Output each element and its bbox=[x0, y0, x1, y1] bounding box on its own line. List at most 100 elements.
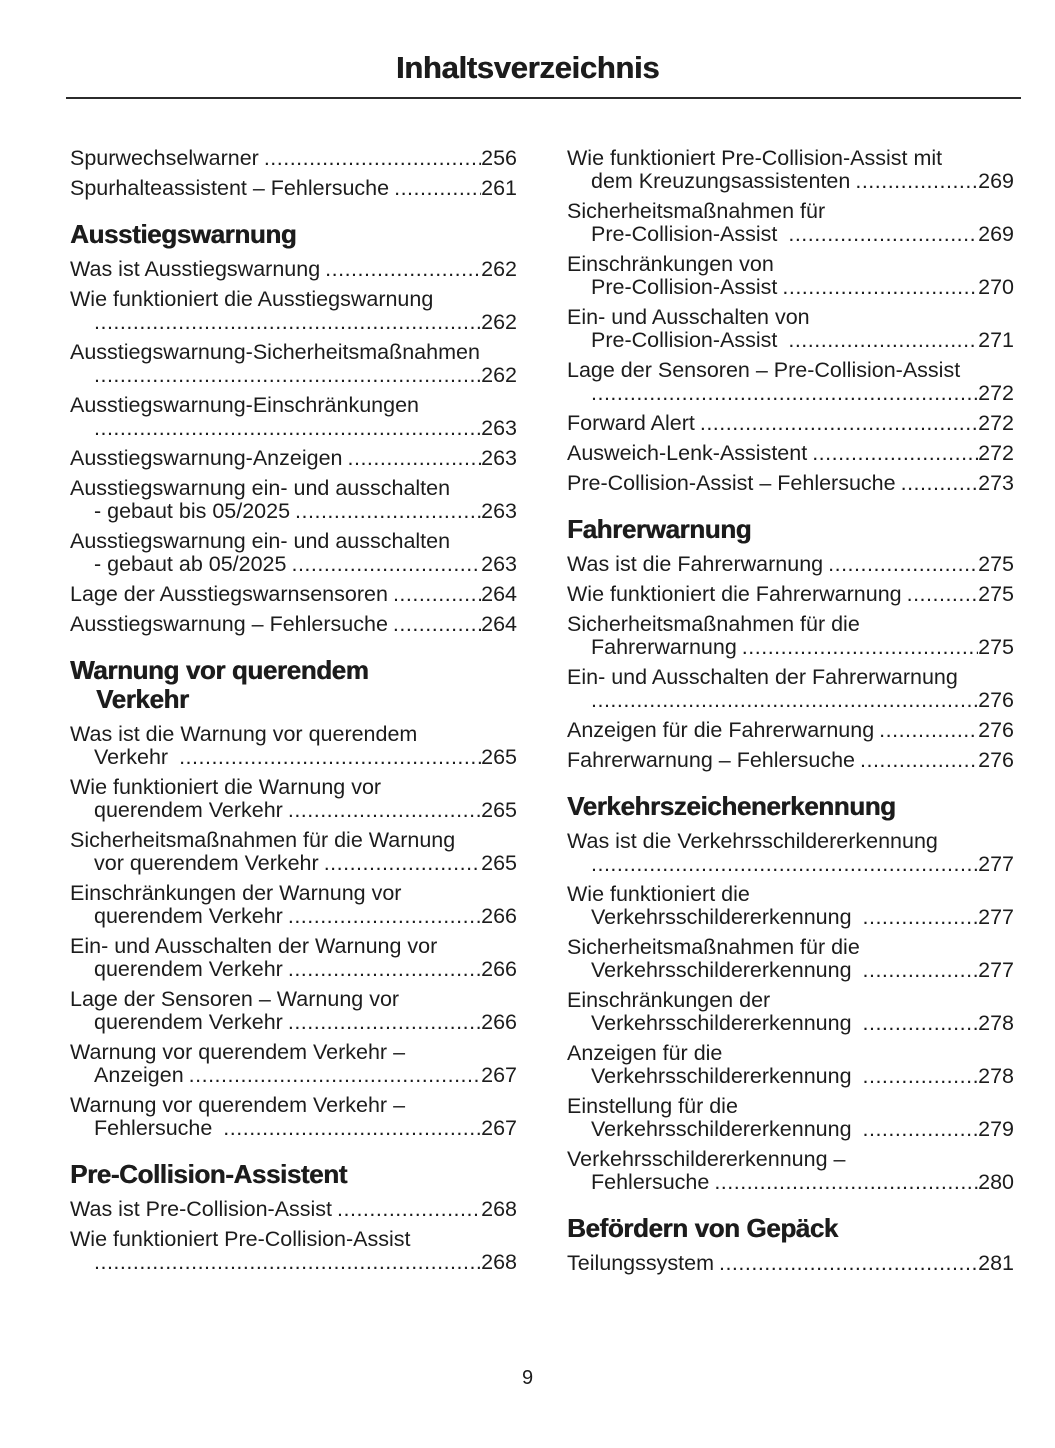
entry-title: Anzeigen bbox=[94, 1063, 184, 1087]
dot-leader: ........................................… bbox=[862, 959, 979, 982]
toc-entry: Warnung vor querendem Verkehr – Anzeigen.… bbox=[70, 1041, 517, 1087]
section-heading: Ausstiegswarnung bbox=[70, 220, 517, 249]
entry-leader-line: - gebaut bis 05/2025....................… bbox=[70, 500, 517, 523]
entry-page-number: 266 bbox=[481, 1010, 517, 1034]
toc-entry: Wie funktioniert Pre-Collision-Assist mi… bbox=[567, 147, 1014, 193]
dot-leader: ........................................… bbox=[591, 689, 979, 712]
entry-page-number: 276 bbox=[978, 748, 1014, 772]
entry-page-number: 263 bbox=[481, 446, 517, 470]
entry-title-line: Lage der Sensoren – Pre-Collision-Assist bbox=[567, 358, 961, 382]
entry-leader-line: Forward Alert...........................… bbox=[567, 412, 1014, 435]
entry-title: Verkehrsschildererkennung bbox=[591, 958, 858, 982]
entry-leader-line: Pre-Collision-Assist ...................… bbox=[567, 223, 1014, 246]
entry-title-line: Wie funktioniert Pre-Collision-Assist bbox=[70, 1227, 411, 1251]
dot-leader: ........................................… bbox=[862, 906, 979, 929]
dot-leader: ........................................… bbox=[94, 311, 482, 334]
entry-leader-line: Lage der Ausstiegswarnsensoren..........… bbox=[70, 583, 517, 606]
toc-entry: Ausstiegswarnung – Fehlersuche..........… bbox=[70, 613, 517, 636]
entry-title: Was ist Ausstiegswarnung bbox=[70, 257, 321, 281]
dot-leader: ........................................… bbox=[855, 170, 979, 193]
entry-title-line: Was ist die Warnung vor querendem bbox=[70, 722, 418, 746]
entry-title-line: Ausstiegswarnung-Sicherheitsmaßnahmen bbox=[70, 340, 480, 364]
toc-entry: Einschränkungen der Verkehrsschildererken… bbox=[567, 989, 1014, 1035]
entry-page-number: 268 bbox=[481, 1250, 517, 1274]
toc-entry: Forward Alert...........................… bbox=[567, 412, 1014, 435]
entry-page-number: 276 bbox=[978, 718, 1014, 742]
entry-leader-line: ........................................… bbox=[70, 311, 517, 334]
section-heading: Fahrerwarnung bbox=[567, 515, 1014, 544]
entry-title: Forward Alert bbox=[567, 411, 695, 435]
entry-leader-line: Fahrerwarnung...........................… bbox=[567, 636, 1014, 659]
entry-title-line: Verkehrsschildererkennung – bbox=[567, 1147, 846, 1171]
toc-entry: Sicherheitsmaßnahmen für die Warnung vor … bbox=[70, 829, 517, 875]
entry-title: Verkehrsschildererkennung bbox=[591, 905, 858, 929]
entry-leader-line: Ausstiegswarnung-Anzeigen...............… bbox=[70, 447, 517, 470]
entry-page-number: 267 bbox=[481, 1116, 517, 1140]
entry-leader-line: Teilungssystem..........................… bbox=[567, 1252, 1014, 1275]
entry-title: Anzeigen für die Fahrerwarnung bbox=[567, 718, 875, 742]
entry-title-line: Einschränkungen der Warnung vor bbox=[70, 881, 402, 905]
entry-page-number: 269 bbox=[978, 169, 1014, 193]
entry-page-number: 271 bbox=[978, 328, 1014, 352]
entry-leader-line: Verkehrsschildererkennung ..............… bbox=[567, 1065, 1014, 1088]
entry-title: Lage der Ausstiegswarnsensoren bbox=[70, 582, 388, 606]
entry-title: vor querendem Verkehr bbox=[94, 851, 319, 875]
toc-entry: Einstellung für die Verkehrsschildererken… bbox=[567, 1095, 1014, 1141]
toc-entry: Sicherheitsmaßnahmen für Pre-Collision-As… bbox=[567, 200, 1014, 246]
entry-page-number: 272 bbox=[978, 411, 1014, 435]
entry-leader-line: vor querendem Verkehr...................… bbox=[70, 852, 517, 875]
dot-leader: ........................................… bbox=[291, 553, 481, 576]
entry-page-number: 264 bbox=[481, 582, 517, 606]
section-heading-line: Ausstiegswarnung bbox=[70, 219, 297, 249]
entry-title: Teilungssystem bbox=[567, 1251, 714, 1275]
toc-entry: Ausstiegswarnung-Anzeigen...............… bbox=[70, 447, 517, 470]
dot-leader: ........................................… bbox=[900, 472, 979, 495]
section-heading-line: Warnung vor querendem bbox=[70, 655, 369, 685]
toc-entry: Spurhalteassistent – Fehlersuche........… bbox=[70, 177, 517, 200]
entry-page-number: 263 bbox=[481, 416, 517, 440]
entry-leader-line: Spurhalteassistent – Fehlersuche........… bbox=[70, 177, 517, 200]
entry-leader-line: Was ist Pre-Collision-Assist............… bbox=[70, 1198, 517, 1221]
toc-entry: Was ist Ausstiegswarnung................… bbox=[70, 258, 517, 281]
entry-title-line: Warnung vor querendem Verkehr – bbox=[70, 1093, 406, 1117]
entry-leader-line: Anzeigen für die Fahrerwarnung..........… bbox=[567, 719, 1014, 742]
toc-entry: Einschränkungen der Warnung vor querendem… bbox=[70, 882, 517, 928]
entry-leader-line: Spurwechselwarner.......................… bbox=[70, 147, 517, 170]
entry-leader-line: Anzeigen................................… bbox=[70, 1064, 517, 1087]
entry-page-number: 270 bbox=[978, 275, 1014, 299]
entry-page-number: 275 bbox=[978, 552, 1014, 576]
dot-leader: ........................................… bbox=[879, 719, 978, 742]
dot-leader: ........................................… bbox=[862, 1118, 979, 1141]
dot-leader: ........................................… bbox=[94, 364, 482, 387]
dot-leader: ........................................… bbox=[860, 749, 978, 772]
entry-page-number: 273 bbox=[978, 471, 1014, 495]
entry-title-line: Ein- und Ausschalten der Warnung vor bbox=[70, 934, 438, 958]
section-heading: Verkehrszeichenerkennung bbox=[567, 792, 1014, 821]
toc-entry: Spurwechselwarner.......................… bbox=[70, 147, 517, 170]
entry-page-number: 278 bbox=[978, 1011, 1014, 1035]
entry-title: Pre-Collision-Assist – Fehlersuche bbox=[567, 471, 896, 495]
entry-leader-line: ........................................… bbox=[70, 1251, 517, 1274]
entry-page-number: 272 bbox=[978, 381, 1014, 405]
entry-title: Ausstiegswarnung – Fehlersuche bbox=[70, 612, 388, 636]
entry-title-line: Einstellung für die bbox=[567, 1094, 738, 1118]
entry-title-line: Sicherheitsmaßnahmen für die Warnung bbox=[70, 828, 456, 852]
entry-page-number: 280 bbox=[978, 1170, 1014, 1194]
entry-title: Was ist Pre-Collision-Assist bbox=[70, 1197, 333, 1221]
page-number: 9 bbox=[521, 1367, 534, 1389]
entry-title-line: Ein- und Ausschalten von bbox=[567, 305, 810, 329]
dot-leader: ........................................… bbox=[591, 382, 979, 405]
toc-entry: Ausstiegswarnung-Sicherheitsmaßnahmen...… bbox=[70, 341, 517, 387]
dot-leader: ........................................… bbox=[862, 1012, 979, 1035]
entry-leader-line: - gebaut ab 05/2025.....................… bbox=[70, 553, 517, 576]
dot-leader: ........................................… bbox=[392, 583, 481, 606]
toc-column-left: Spurwechselwarner.......................… bbox=[70, 147, 517, 1282]
dot-leader: ........................................… bbox=[347, 447, 482, 470]
entry-title-line: Sicherheitsmaßnahmen für bbox=[567, 199, 826, 223]
dot-leader: ........................................… bbox=[392, 613, 481, 636]
entry-leader-line: Fehlersuche.............................… bbox=[567, 1171, 1014, 1194]
section-heading-line: Verkehrszeichenerkennung bbox=[567, 791, 896, 821]
dot-leader: ........................................… bbox=[788, 223, 978, 246]
toc-entry: Lage der Sensoren – Warnung vor querendem… bbox=[70, 988, 517, 1034]
entry-leader-line: dem Kreuzungsassistenten................… bbox=[567, 170, 1014, 193]
